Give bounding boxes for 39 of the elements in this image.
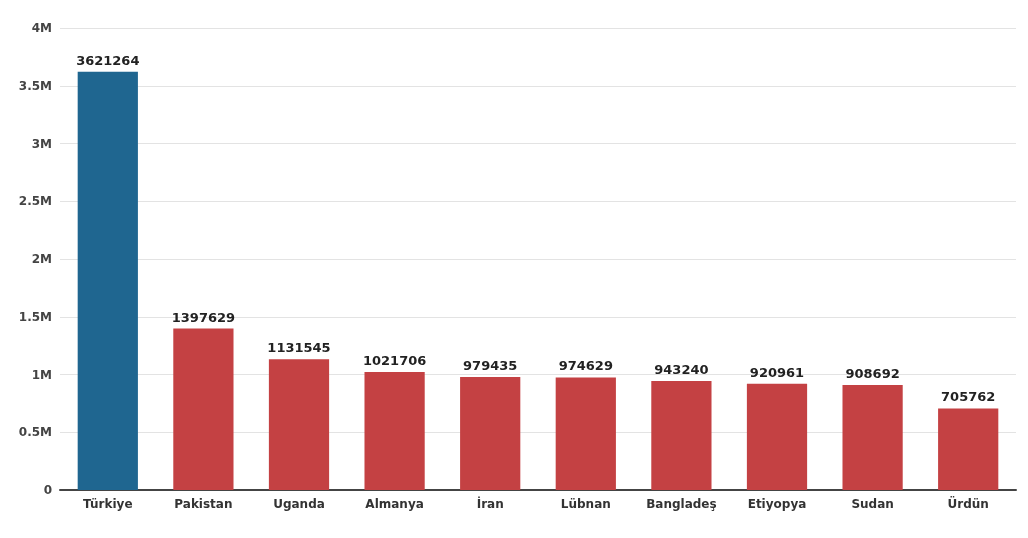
- x-tick-label: Uganda: [273, 497, 325, 511]
- x-tick-label: Etiyopya: [747, 497, 807, 511]
- x-tick-label: Lübnan: [560, 497, 611, 511]
- bar: [268, 359, 330, 490]
- bar: [746, 383, 808, 490]
- data-label: 1131545: [267, 340, 331, 356]
- data-label: 3621264: [76, 52, 140, 68]
- y-tick-label: 1.5M: [18, 309, 52, 324]
- x-tick-label: Bangladeş: [646, 497, 717, 511]
- y-tick-label: 2M: [31, 252, 52, 266]
- data-label: 920961: [749, 364, 805, 380]
- y-tick-label: 1M: [31, 367, 52, 382]
- bar: [938, 408, 999, 490]
- bar: [460, 376, 521, 490]
- bar: [651, 381, 712, 490]
- data-label: 705762: [941, 389, 996, 405]
- bar: [173, 328, 234, 490]
- data-label: 908692: [845, 366, 900, 382]
- y-tick-label: 4M: [31, 21, 52, 35]
- x-tick-label: Pakistan: [174, 497, 233, 511]
- x-tick-label: Sudan: [851, 497, 894, 511]
- x-tick-label: Türkiye: [83, 497, 133, 511]
- y-tick-label: 3M: [31, 136, 52, 151]
- bar: [364, 371, 425, 490]
- x-tick-label: Almanya: [365, 497, 424, 511]
- y-tick-label: 3.5M: [18, 78, 52, 93]
- y-tick-label: 2.5M: [18, 194, 52, 209]
- bar: [842, 385, 903, 490]
- data-label: 1397629: [171, 309, 236, 325]
- x-tick-label: İran: [476, 496, 504, 511]
- bar: [77, 71, 138, 490]
- data-label: 943240: [654, 362, 709, 378]
- data-label: 979435: [463, 357, 518, 373]
- data-label: 1021706: [362, 352, 427, 368]
- x-tick-label: Ürdün: [947, 496, 989, 511]
- y-tick-label: 0.5M: [18, 425, 52, 440]
- bar: [555, 377, 616, 490]
- y-tick-label: 0: [43, 483, 52, 497]
- data-label: 974629: [558, 358, 613, 374]
